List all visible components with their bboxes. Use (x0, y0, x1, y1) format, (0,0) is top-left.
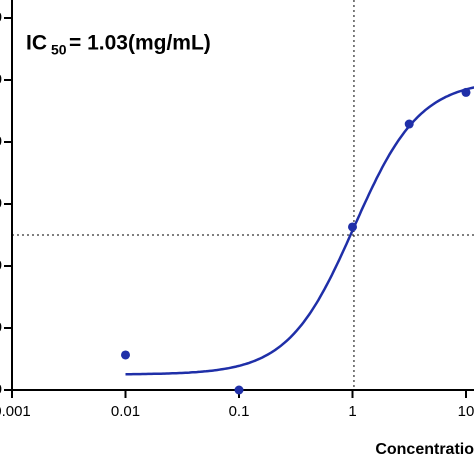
x-tick-label: 0.1 (229, 403, 250, 420)
x-axis-label: Concentratio (375, 441, 474, 458)
y-tick-label: 60 (0, 195, 2, 212)
x-tick-label: 0.01 (111, 403, 140, 420)
data-point (461, 87, 471, 97)
y-tick-label: 120 (0, 9, 2, 26)
y-tick-label: 100 (0, 71, 2, 88)
y-tick-label: 80 (0, 133, 2, 150)
annotation-prefix: IC (26, 32, 47, 55)
fit-curve (125, 86, 474, 376)
annotation-subscript: 50 (51, 42, 67, 58)
y-tick-label: 0 (0, 381, 2, 398)
data-point (234, 385, 244, 395)
x-tick-label: 1 (348, 403, 356, 420)
y-tick-label: 20 (0, 319, 2, 336)
annotation-text: = 1.03(mg/mL) (69, 32, 211, 55)
data-point (404, 119, 414, 129)
data-point (348, 222, 357, 232)
x-tick-label: 0.001 (0, 403, 31, 420)
x-tick-label: 10 (458, 403, 474, 420)
y-tick-label: 40 (0, 257, 2, 274)
data-point (121, 350, 130, 360)
